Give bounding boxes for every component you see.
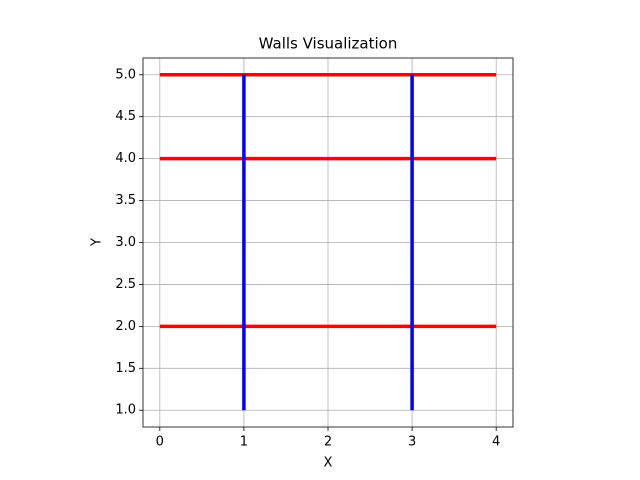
x-tick-label: 1	[240, 435, 248, 450]
x-tick-label: 4	[492, 435, 500, 450]
y-tick-label: 4.5	[115, 109, 136, 124]
y-tick-label: 3.5	[115, 193, 136, 208]
x-tick-label: 3	[408, 435, 416, 450]
x-tick-label: 2	[324, 435, 332, 450]
chart-title: Walls Visualization	[259, 35, 398, 53]
y-tick-label: 1.0	[115, 403, 136, 418]
y-axis-label: Y	[90, 238, 105, 247]
y-tick-label: 4.0	[115, 151, 136, 166]
y-tick-label: 2.5	[115, 277, 136, 292]
y-tick-label: 5.0	[115, 67, 136, 82]
plot-frame	[142, 57, 514, 428]
x-axis-label: X	[324, 456, 333, 471]
y-tick-label: 2.0	[115, 319, 136, 334]
y-tick-label: 1.5	[115, 361, 136, 376]
y-tick-label: 3.0	[115, 235, 136, 250]
x-tick-label: 0	[156, 435, 164, 450]
